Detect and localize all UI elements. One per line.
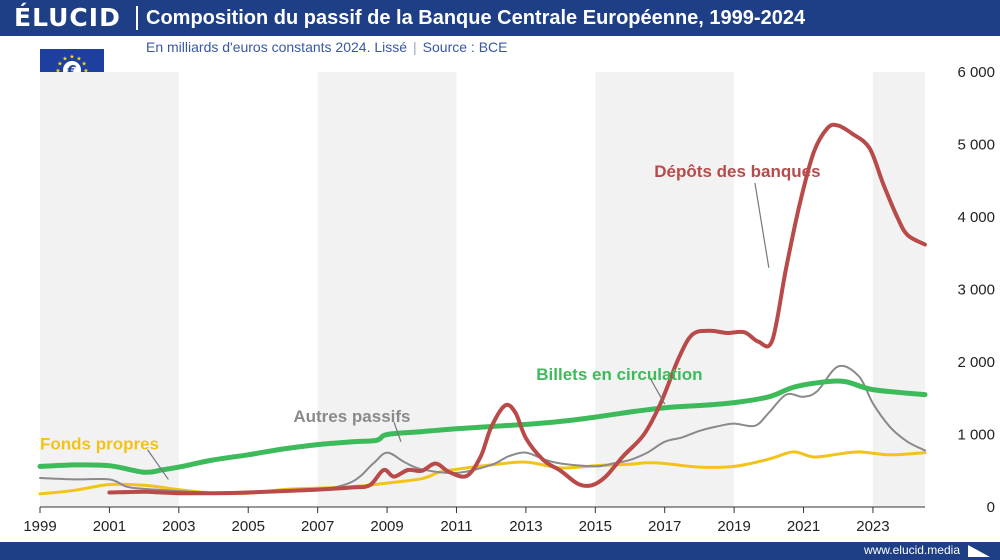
y-tick-label: 2 000 [957, 354, 995, 371]
x-axis: 1999 2001 2003 2005 2007 2009 2011 2013 2015 2017… [23, 506, 925, 535]
source-text: Source : BCE [422, 39, 508, 55]
flag-star: ★ [57, 61, 62, 68]
flag-star: ★ [55, 68, 60, 75]
shaded-band [595, 72, 735, 507]
leader-line-autres [393, 421, 402, 442]
x-tick-label: 2001 [93, 518, 126, 535]
subtitle-separator: | [413, 39, 417, 55]
euro-symbol: € [66, 64, 76, 79]
header-separator [136, 6, 138, 30]
x-tick-label: 2017 [648, 518, 681, 535]
x-tick-label: 2009 [370, 518, 403, 535]
footer-arrow-icon [968, 545, 990, 557]
chart-subtitle: En milliards d'euros constants 2024. Lis… [146, 39, 508, 55]
chart-title: Composition du passif de la Banque Centr… [146, 7, 806, 29]
shaded-band [872, 72, 925, 507]
y-tick-label: 1 000 [957, 427, 995, 444]
series-label-autres: Autres passifs [293, 407, 410, 426]
x-tick-label: 2003 [162, 518, 195, 535]
y-axis: 0 1 000 2 000 3 000 4 000 5 000 6 000 [957, 64, 995, 516]
leader-line-billets [650, 379, 666, 405]
series-label-billets: Billets en circulation [536, 365, 702, 384]
x-tick-label: 2005 [232, 518, 265, 535]
flag-star: ★ [76, 55, 81, 62]
footer-url[interactable]: www.elucid.media [863, 543, 960, 557]
y-tick-label: 0 [987, 499, 995, 516]
series-lines [37, 122, 928, 496]
label-leaders [147, 182, 770, 480]
y-tick-label: 4 000 [957, 209, 995, 226]
brand-logo[interactable]: ÉLUCID [14, 3, 121, 32]
subtitle-text: En milliards d'euros constants 2024. Lis… [146, 39, 408, 55]
flag-star: ★ [83, 68, 88, 75]
series-label-fonds: Fonds propres [40, 435, 159, 454]
leader-line-fonds [147, 449, 169, 480]
flag-star: ★ [69, 54, 74, 61]
y-tick-label: 3 000 [957, 282, 995, 299]
flag-star: ★ [81, 61, 86, 68]
x-tick-label: 2007 [301, 518, 334, 535]
series-line-depots [107, 122, 927, 496]
header-bar: ÉLUCID Composition du passif de la Banqu… [0, 0, 1000, 36]
series-labels: Dépôts des banques Billets en circulation… [40, 162, 821, 454]
x-tick-label: 2019 [717, 518, 750, 535]
x-tick-label: 2023 [856, 518, 889, 535]
shaded-bands [40, 72, 925, 507]
leader-line-depots [754, 182, 770, 268]
y-tick-label: 5 000 [957, 137, 995, 154]
footer-bar: www.elucid.media [0, 542, 1000, 560]
x-tick-label: 2021 [787, 518, 820, 535]
series-label-depots: Dépôts des banques [654, 162, 820, 181]
series-line-billets [37, 378, 928, 475]
x-tick-label: 2015 [579, 518, 612, 535]
shaded-band [40, 72, 179, 507]
x-tick-label: 2013 [509, 518, 542, 535]
x-tick-label: 1999 [23, 518, 56, 535]
x-tick-label: 2011 [440, 518, 472, 535]
flag-star: ★ [62, 55, 67, 62]
y-tick-label: 6 000 [957, 64, 995, 81]
